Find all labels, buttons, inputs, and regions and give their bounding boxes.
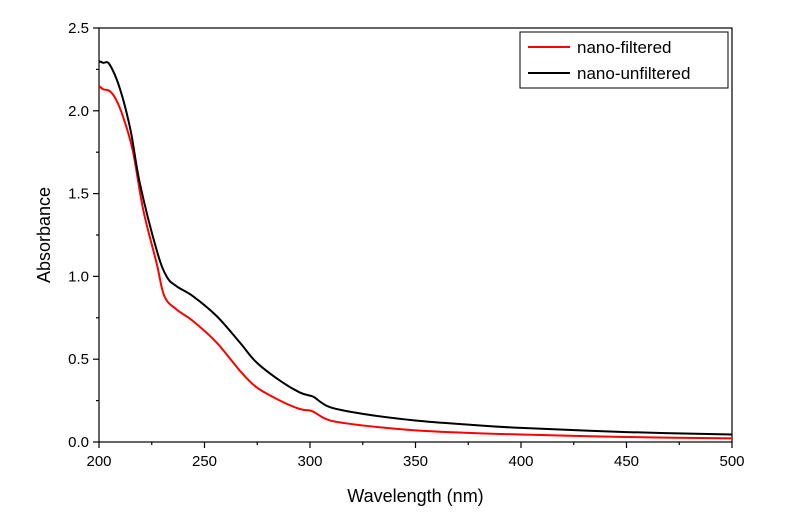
x-tick-label: 200 bbox=[86, 453, 111, 470]
x-tick-label: 450 bbox=[614, 453, 639, 470]
y-tick-label: 1.0 bbox=[68, 268, 89, 285]
series-line-nano-unfiltered bbox=[98, 60, 733, 436]
y-axis-label: Absorbance bbox=[34, 187, 54, 283]
series-line-nano-filtered bbox=[98, 85, 733, 440]
x-tick-label: 250 bbox=[192, 453, 217, 470]
x-axis-label: Wavelength (nm) bbox=[347, 486, 483, 506]
legend: nano-filtered nano-unfiltered bbox=[519, 31, 729, 89]
y-tick-label: 2.5 bbox=[68, 20, 89, 37]
legend-label-nano-unfiltered: nano-unfiltered bbox=[577, 64, 690, 83]
x-tick-label: 300 bbox=[297, 453, 322, 470]
y-tick-label: 2.0 bbox=[68, 103, 89, 120]
legend-box bbox=[519, 31, 729, 89]
legend-label-nano-filtered: nano-filtered bbox=[577, 38, 672, 57]
x-tick-label: 350 bbox=[403, 453, 428, 470]
x-tick-label: 500 bbox=[719, 453, 744, 470]
y-tick-label: 1.5 bbox=[68, 186, 89, 203]
y-tick-label: 0.0 bbox=[68, 434, 89, 451]
y-tick-label: 0.5 bbox=[68, 351, 89, 368]
plot-frame bbox=[98, 27, 733, 443]
x-tick-label: 400 bbox=[508, 453, 533, 470]
